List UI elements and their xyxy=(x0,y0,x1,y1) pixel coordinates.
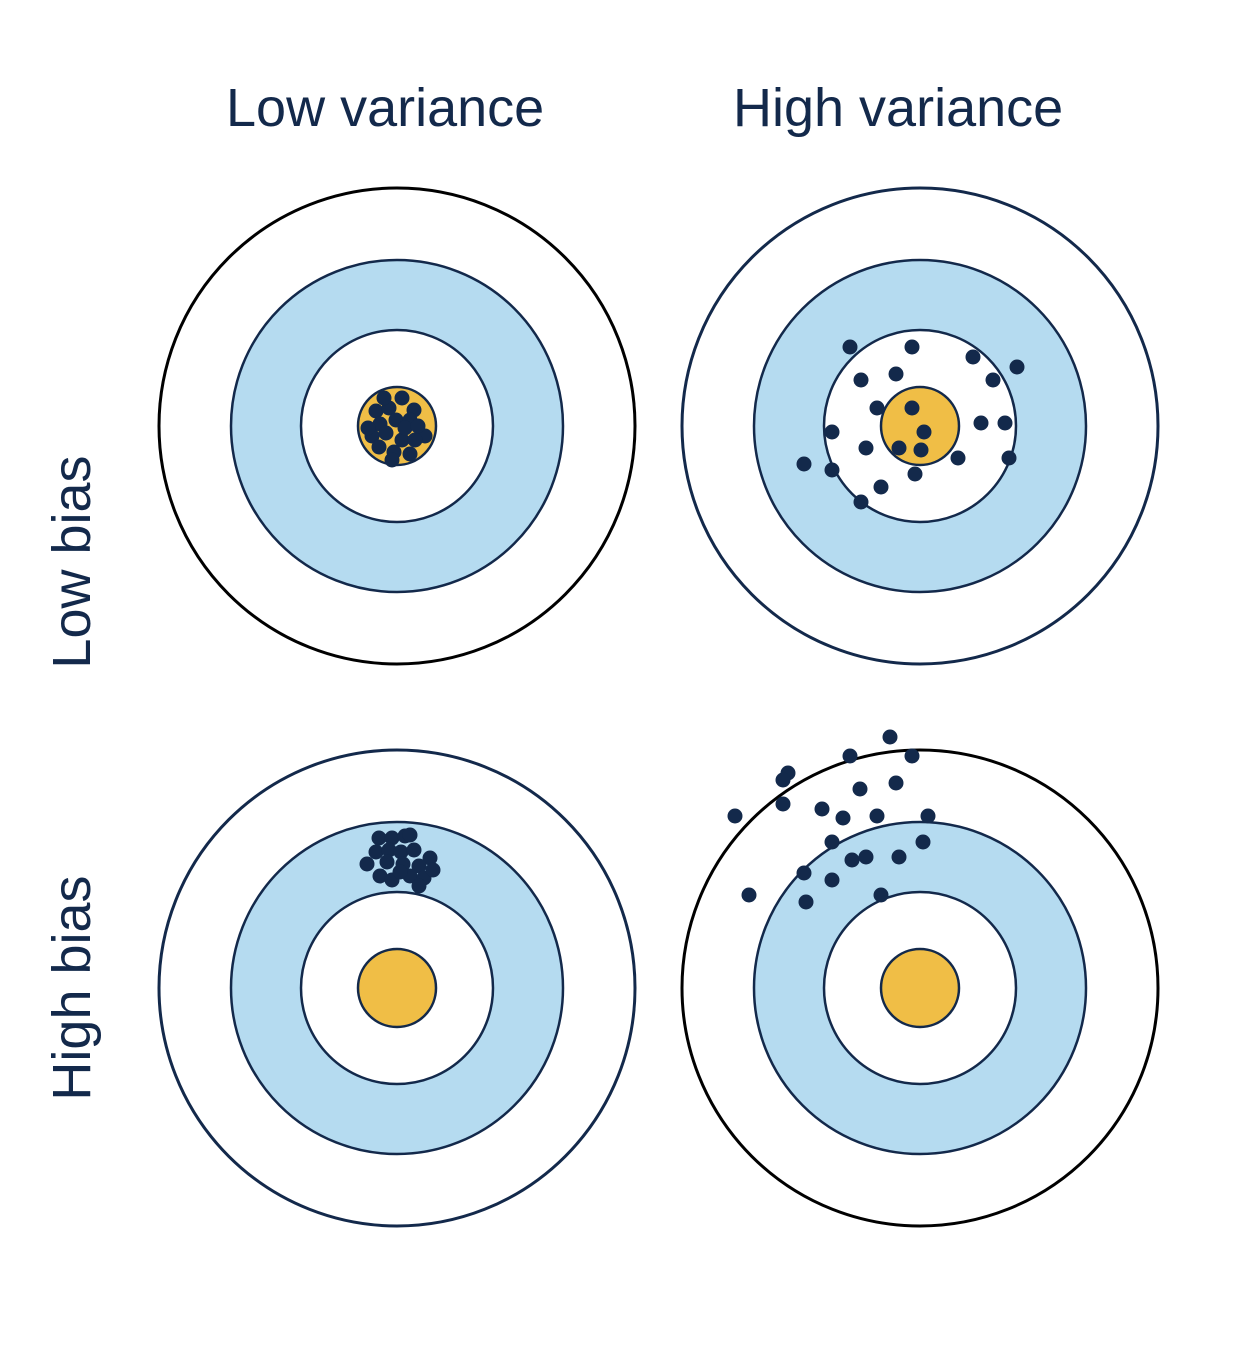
shot-dot xyxy=(371,439,387,455)
shot-dot xyxy=(384,830,400,846)
shot-dot xyxy=(814,801,830,817)
shot-dot xyxy=(882,729,898,745)
shot-dot xyxy=(422,850,438,866)
shot-dot xyxy=(368,403,384,419)
shot-dot xyxy=(376,390,392,406)
shot-dot xyxy=(798,894,814,910)
shot-dot xyxy=(904,339,920,355)
shot-dot xyxy=(904,400,920,416)
target-high-bias-high-variance xyxy=(680,729,1160,1228)
shot-dot xyxy=(852,781,868,797)
shot-dot xyxy=(394,432,410,448)
shot-dot xyxy=(379,854,395,870)
shot-dot xyxy=(985,372,1001,388)
shot-dot xyxy=(425,862,441,878)
shot-dot xyxy=(915,834,931,850)
column-label-high-variance: High variance xyxy=(733,78,1064,138)
shot-dot xyxy=(824,834,840,850)
bullseye xyxy=(879,947,961,1029)
shot-dot xyxy=(384,452,400,468)
shot-dot xyxy=(824,462,840,478)
shot-dot xyxy=(407,432,423,448)
shot-dot xyxy=(888,366,904,382)
shot-dot xyxy=(727,808,743,824)
shot-dot xyxy=(824,424,840,440)
shot-dot xyxy=(853,372,869,388)
shot-dot xyxy=(997,415,1013,431)
target-low-bias-high-variance xyxy=(680,186,1160,666)
shot-dot xyxy=(842,339,858,355)
shot-dot xyxy=(394,390,410,406)
target-high-bias-low-variance xyxy=(157,748,637,1228)
shot-dot xyxy=(411,858,427,874)
shot-dot xyxy=(891,849,907,865)
shot-dot xyxy=(368,844,384,860)
column-label-low-variance: Low variance xyxy=(226,78,545,138)
shot-dot xyxy=(796,456,812,472)
shot-dot xyxy=(372,868,388,884)
shot-dot xyxy=(858,440,874,456)
shot-dot xyxy=(775,796,791,812)
shot-dot xyxy=(869,808,885,824)
shot-dot xyxy=(381,842,397,858)
shot-dot xyxy=(873,479,889,495)
shot-dot xyxy=(950,450,966,466)
shot-dot xyxy=(741,887,757,903)
shot-dot xyxy=(397,420,413,436)
shot-dot xyxy=(835,810,851,826)
shot-dot xyxy=(965,349,981,365)
shot-dot xyxy=(888,775,904,791)
shot-dot xyxy=(913,442,929,458)
shot-dot xyxy=(891,440,907,456)
shot-dot xyxy=(916,424,932,440)
shot-dot xyxy=(858,849,874,865)
shot-dot xyxy=(360,420,376,436)
target-low-bias-low-variance xyxy=(157,186,637,666)
shot-dot xyxy=(402,827,418,843)
shot-dot xyxy=(371,830,387,846)
shot-dot xyxy=(873,887,889,903)
shot-dot xyxy=(402,446,418,462)
shot-dot xyxy=(796,865,812,881)
shot-dot xyxy=(869,400,885,416)
shot-dot xyxy=(844,852,860,868)
shot-dot xyxy=(410,418,426,434)
shot-dot xyxy=(392,864,408,880)
bullseye xyxy=(356,947,438,1029)
shot-dot xyxy=(853,494,869,510)
shot-dot xyxy=(907,466,923,482)
shot-dot xyxy=(393,844,409,860)
shot-dot xyxy=(842,748,858,764)
shot-dot xyxy=(1009,359,1025,375)
shot-dot xyxy=(1001,450,1017,466)
shot-dot xyxy=(920,808,936,824)
shot-dot xyxy=(775,772,791,788)
shot-dot xyxy=(359,856,375,872)
shot-dot xyxy=(904,748,920,764)
shot-dot xyxy=(378,425,394,441)
shot-dot xyxy=(411,878,427,894)
shot-dot xyxy=(824,872,840,888)
shot-dot xyxy=(406,842,422,858)
shot-dot xyxy=(973,415,989,431)
